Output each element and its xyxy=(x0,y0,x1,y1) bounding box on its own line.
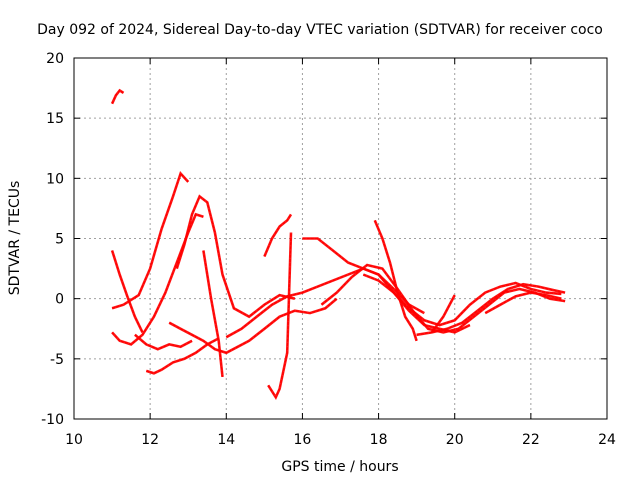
x-tick-label: 14 xyxy=(217,432,235,448)
series-arc-19-core xyxy=(484,291,562,315)
series-arc-18-core xyxy=(430,294,456,334)
y-tick-label: 0 xyxy=(55,292,64,308)
chart-title: Day 092 of 2024, Sidereal Day-to-day VTE… xyxy=(37,22,603,38)
x-tick-label: 16 xyxy=(294,432,312,448)
axis-ticks: 10 12 14 16 18 20 22 24 -10 -5 0 5 10 15 20 xyxy=(41,51,616,448)
series-arc-17-core xyxy=(416,282,566,337)
x-tick-label: 18 xyxy=(370,432,388,448)
series-arc-8-core xyxy=(168,297,338,355)
y-tick-label: 15 xyxy=(46,111,64,127)
series-arc-2-core xyxy=(111,170,190,310)
x-tick-label: 20 xyxy=(446,432,464,448)
x-axis-label: GPS time / hours xyxy=(281,459,398,475)
x-tick-label: 10 xyxy=(65,432,83,448)
y-tick-label: -5 xyxy=(50,352,64,368)
series-arc-11-core xyxy=(263,213,293,258)
data-series xyxy=(110,88,566,401)
series-arc-10-core xyxy=(225,267,425,339)
x-tick-label: 24 xyxy=(598,432,616,448)
series-arc-12-core xyxy=(267,232,293,401)
series-arc-1-core xyxy=(110,88,125,105)
x-tick-label: 12 xyxy=(141,432,159,448)
x-tick-label: 22 xyxy=(522,432,540,448)
y-tick-label: 10 xyxy=(46,171,64,187)
series-arc-15-core xyxy=(320,263,566,334)
series-arc-7-core xyxy=(175,194,296,319)
y-tick-label: -10 xyxy=(41,412,64,428)
y-tick-label: 20 xyxy=(46,51,64,67)
series-arc-4-core xyxy=(110,250,144,333)
series-arc-5-core xyxy=(134,333,193,351)
y-axis-label: SDTVAR / TECUs xyxy=(7,181,23,296)
series-arc-14-core xyxy=(373,219,418,342)
series-arc-3-core xyxy=(111,212,204,346)
series-arc-16-core xyxy=(362,273,562,327)
series-arc-6-core xyxy=(145,337,220,375)
series-arc-9-core xyxy=(202,250,224,378)
y-tick-label: 5 xyxy=(55,232,64,248)
